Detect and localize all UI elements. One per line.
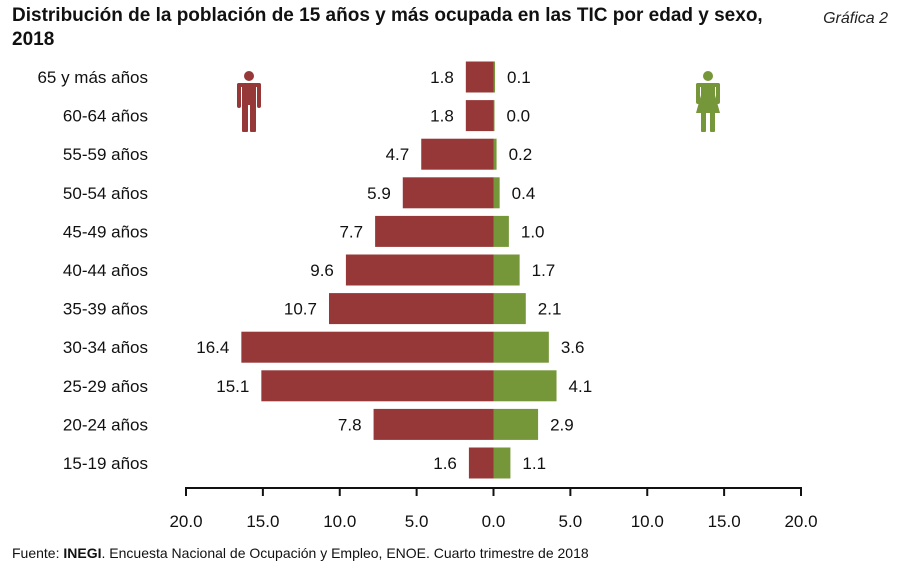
x-tick-label: 10.0 <box>631 512 664 531</box>
data-label-male: 16.4 <box>196 338 229 357</box>
data-label-female: 2.1 <box>538 300 562 319</box>
category-label: 25-29 años <box>63 377 148 396</box>
category-label: 65 y más años <box>37 68 148 87</box>
x-tick-label: 5.0 <box>559 512 583 531</box>
bar-male <box>328 293 494 325</box>
x-tick-label: 15.0 <box>708 512 741 531</box>
bar-male <box>261 370 494 402</box>
data-label-male: 4.7 <box>386 145 410 164</box>
bar-female <box>493 447 511 479</box>
x-tick-label: 20.0 <box>784 512 817 531</box>
data-label-male: 9.6 <box>310 261 334 280</box>
female-figure-icon <box>696 71 720 132</box>
bar-female <box>493 100 495 132</box>
bar-female <box>493 331 549 363</box>
data-label-female: 0.4 <box>512 184 536 203</box>
data-label-female: 1.7 <box>532 261 556 280</box>
category-label: 55-59 años <box>63 145 148 164</box>
source-bold: INEGI <box>63 545 102 561</box>
source-prefix: Fuente: <box>12 545 64 561</box>
bar-female <box>493 293 526 325</box>
data-label-male: 10.7 <box>284 300 317 319</box>
bar-female <box>493 61 496 93</box>
data-label-male: 1.8 <box>430 68 454 87</box>
bar-female <box>493 215 509 247</box>
x-tick-label: 0.0 <box>482 512 506 531</box>
category-label: 30-34 años <box>63 338 148 357</box>
bar-male <box>345 254 494 286</box>
category-label: 50-54 años <box>63 184 148 203</box>
data-label-female: 4.1 <box>569 377 593 396</box>
x-tick-label: 10.0 <box>323 512 356 531</box>
data-label-female: 1.0 <box>521 222 545 241</box>
x-tick-label: 5.0 <box>405 512 429 531</box>
category-label: 15-19 años <box>63 454 148 473</box>
bar-male <box>421 138 494 170</box>
category-label: 45-49 años <box>63 222 148 241</box>
bar-female <box>493 370 557 402</box>
x-tick-label: 15.0 <box>246 512 279 531</box>
data-label-male: 1.8 <box>430 107 454 126</box>
source-note: Fuente: INEGI. Encuesta Nacional de Ocup… <box>12 545 589 561</box>
male-figure-icon <box>237 71 261 132</box>
data-label-male: 1.6 <box>433 454 457 473</box>
bar-male <box>465 61 494 93</box>
bar-male <box>373 408 494 440</box>
data-label-male: 7.7 <box>339 222 363 241</box>
category-label: 40-44 años <box>63 261 148 280</box>
bar-male <box>468 447 494 479</box>
data-label-male: 7.8 <box>338 415 362 434</box>
x-tick-label: 20.0 <box>169 512 202 531</box>
data-label-male: 5.9 <box>367 184 391 203</box>
category-label: 60-64 años <box>63 107 148 126</box>
bar-male <box>375 215 494 247</box>
chart-number: Gráfica 2 <box>823 10 888 27</box>
category-label: 20-24 años <box>63 415 148 434</box>
bar-female <box>493 138 497 170</box>
chart-title: Distribución de la población de 15 años … <box>12 5 763 50</box>
category-label: 35-39 años <box>63 300 148 319</box>
data-label-female: 2.9 <box>550 415 574 434</box>
bar-female <box>493 177 500 209</box>
bar-male <box>402 177 494 209</box>
data-label-female: 0.0 <box>507 107 531 126</box>
data-label-female: 1.1 <box>522 454 546 473</box>
data-label-female: 0.2 <box>509 145 533 164</box>
bar-female <box>493 408 539 440</box>
bar-male <box>465 100 494 132</box>
data-label-female: 0.1 <box>507 68 531 87</box>
data-label-male: 15.1 <box>216 377 249 396</box>
source-rest: . Encuesta Nacional de Ocupación y Emple… <box>101 545 589 561</box>
bar-female <box>493 254 520 286</box>
data-label-female: 3.6 <box>561 338 585 357</box>
bar-male <box>241 331 494 363</box>
